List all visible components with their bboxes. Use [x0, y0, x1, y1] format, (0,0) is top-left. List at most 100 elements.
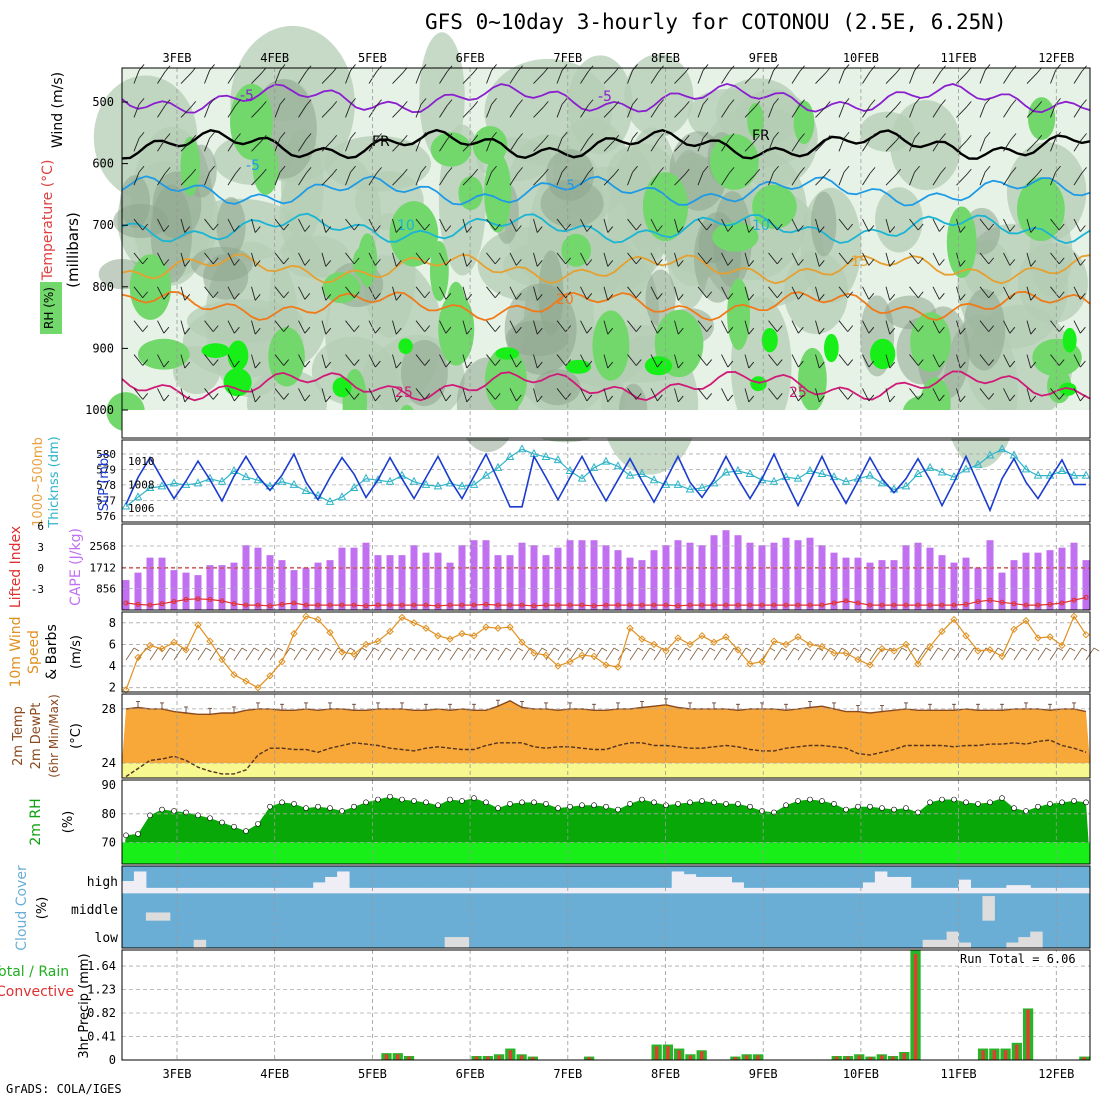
wind-barb: [697, 354, 708, 366]
wind-barb: [321, 388, 327, 403]
wind-barb-flag: [1030, 294, 1037, 301]
wind-speed-point: [374, 637, 382, 645]
surface-wind-barb-flag: [1093, 647, 1100, 652]
wind-barb: [1050, 171, 1056, 186]
contour-label: -5: [240, 88, 254, 104]
cloud-gap-low: [934, 939, 948, 948]
wind-speed-point: [782, 640, 790, 649]
wind-barb: [580, 71, 589, 84]
li-point: [855, 600, 861, 606]
wind-barb: [204, 104, 210, 118]
wind-barb: [1050, 286, 1060, 299]
wind-speed-point: [314, 615, 322, 624]
wind-barb: [627, 388, 637, 400]
wind-barb: [979, 104, 986, 118]
wind-barb: [721, 139, 730, 152]
wind-barb-flag: [824, 101, 831, 108]
wind-barb-flag: [375, 259, 381, 266]
precip-convective-bar: [699, 1051, 704, 1060]
surface-wind-barb: [401, 647, 411, 661]
wind-barb: [580, 218, 588, 232]
wind-speed-point: [242, 677, 250, 685]
wind-barb-flag: [184, 395, 191, 403]
wind-barb: [392, 286, 397, 301]
rh2m-point: [159, 806, 165, 813]
rh-blob: [268, 327, 305, 387]
wind-barb: [345, 70, 351, 84]
thickness-point: [385, 476, 395, 485]
cloud-gap-high: [874, 871, 888, 894]
cape-bar: [626, 557, 634, 610]
wind-barb-flag: [350, 165, 356, 173]
wind-barb-flag: [727, 394, 734, 402]
wind-barb-flag: [965, 168, 972, 176]
wind-barb-flag: [586, 225, 593, 232]
wind-barb: [1050, 320, 1060, 332]
surface-wind-barb: [569, 647, 579, 661]
wind-barb: [462, 388, 468, 403]
wind-speed-point: [458, 629, 466, 638]
cloud-gap-high: [635, 887, 649, 894]
wind-barb-flag: [1058, 291, 1065, 299]
wind-barb-flag: [1009, 292, 1016, 300]
li-point: [387, 602, 393, 608]
wind-barb: [603, 218, 609, 233]
surface-wind-barb: [365, 647, 375, 661]
wind-barb-flag: [305, 167, 312, 174]
wind-barb-flag: [353, 359, 360, 366]
cloud-gap-high: [145, 887, 159, 894]
wind-barb-flag: [677, 327, 684, 335]
rh-blob: [642, 172, 689, 242]
rh-blob: [119, 175, 151, 228]
cape-bar: [962, 557, 970, 610]
wind-barb-flag: [325, 226, 332, 233]
precip-convective-bar: [835, 1056, 839, 1060]
cloud-gap-high: [898, 876, 912, 894]
wind-barb-flag: [1080, 259, 1086, 266]
wind-barb-flag: [395, 395, 402, 403]
wind-barb: [533, 218, 538, 233]
wind-barb: [1003, 320, 1011, 334]
wind-barb: [180, 107, 192, 118]
cape-bar: [230, 562, 238, 610]
thickness-point: [133, 492, 143, 501]
wind-barb-flag: [260, 168, 267, 176]
wind-tick-label: 8: [109, 616, 116, 630]
rh2m-point: [1023, 808, 1029, 814]
wind-barb-flag: [184, 294, 191, 301]
wind-barb: [885, 140, 897, 152]
wind-barb: [674, 286, 679, 301]
thickness-point: [805, 465, 815, 474]
li-point: [207, 597, 213, 602]
li-point: [915, 602, 921, 608]
rh2m-point: [135, 831, 141, 837]
wind-barb: [180, 140, 192, 152]
cloud-gap-high: [337, 871, 350, 894]
cloud-gap-low: [456, 937, 470, 948]
precip-convective-bar: [474, 1056, 479, 1060]
wind-barb: [133, 320, 144, 332]
cloud-gap-high: [1066, 887, 1079, 894]
cloud-gap-middle: [157, 912, 171, 921]
wind-barb: [321, 320, 327, 335]
wind-barb-flag: [1080, 360, 1086, 368]
li-point: [519, 602, 525, 608]
wind-barb: [744, 107, 756, 118]
wind10-frame: [121, 611, 1091, 693]
surface-wind-barb-flag: [913, 647, 920, 652]
temp-label-1: 2m Temp: [11, 706, 26, 766]
wind-speed-point: [1046, 633, 1054, 641]
contour-label: -5: [598, 89, 612, 105]
wind-barb-flag: [939, 394, 945, 402]
wind-barb-flag: [657, 292, 663, 300]
wind-barb-flag: [536, 361, 543, 369]
isotherm--5: [121, 82, 1091, 114]
wind-barb-flag: [706, 291, 713, 299]
wind-barb-flag: [965, 134, 972, 142]
wind-barb: [627, 138, 633, 152]
surface-wind-barb-flag: [421, 647, 428, 652]
wind-barb: [439, 139, 448, 152]
cape-bar: [710, 535, 718, 610]
wind-speed-point: [938, 627, 946, 636]
rh2m-point: [735, 800, 741, 807]
